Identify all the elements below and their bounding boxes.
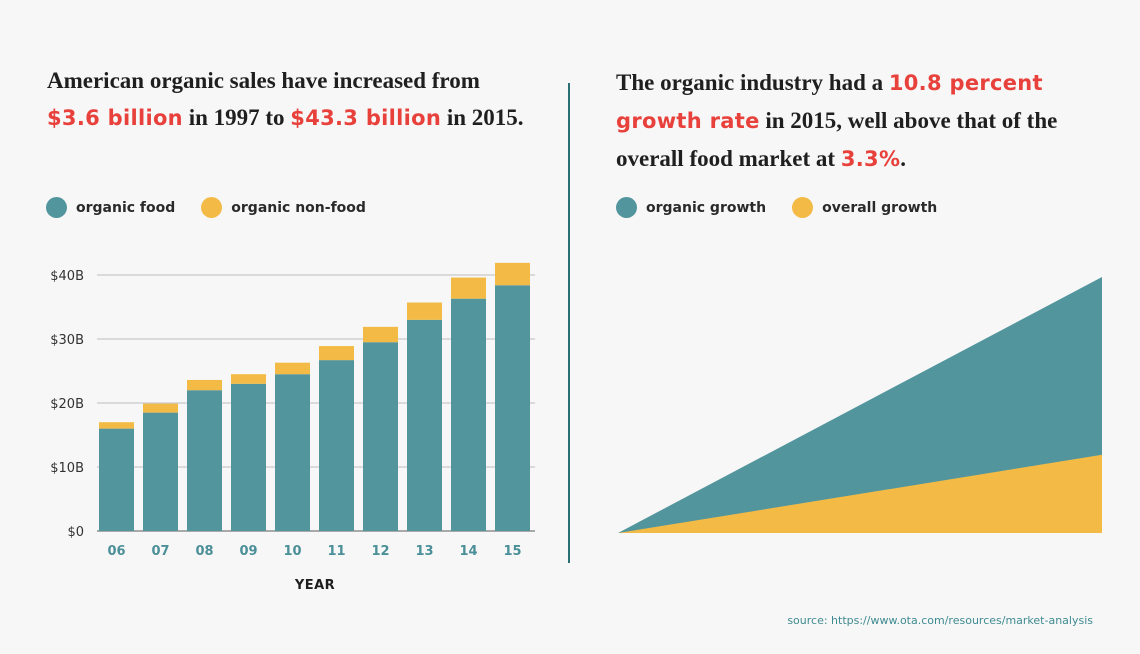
growth-headline-text-3: . bbox=[900, 146, 907, 171]
growth-area-chart bbox=[618, 277, 1102, 533]
growth-legend: organic growth overall growth bbox=[616, 197, 963, 218]
legend-label-organic-food: organic food bbox=[76, 199, 176, 216]
sales-1997-value: $3.6 billion bbox=[47, 106, 183, 130]
bar-organic-food-12 bbox=[363, 342, 398, 531]
x-tick-label: 10 bbox=[283, 544, 301, 559]
x-tick-label: 13 bbox=[415, 544, 433, 559]
legend-label-organic-growth: organic growth bbox=[646, 199, 767, 216]
legend-label-overall-growth: overall growth bbox=[822, 199, 938, 216]
source-citation: source: https://www.ota.com/resources/ma… bbox=[787, 614, 1093, 627]
x-tick-label: 11 bbox=[327, 544, 345, 559]
bar-organic-non-food-09 bbox=[231, 374, 266, 384]
bar-organic-food-06 bbox=[99, 428, 134, 531]
growth-headline-text-2: in 2015, well above that of the overall … bbox=[616, 108, 1058, 171]
y-tick-label: $10B bbox=[50, 461, 84, 476]
overall-growth-rate: 3.3% bbox=[840, 147, 901, 171]
legend-swatch-organic-food bbox=[46, 197, 67, 218]
bar-organic-non-food-12 bbox=[363, 326, 398, 343]
sales-2015-value: $43.3 billion bbox=[290, 106, 442, 130]
legend-label-organic-non-food: organic non-food bbox=[231, 199, 366, 216]
bar-organic-non-food-08 bbox=[187, 379, 222, 391]
growth-headline-text-1: The organic industry had a bbox=[616, 70, 889, 95]
sales-headline-text-2: in 1997 to bbox=[182, 105, 291, 130]
x-tick-label: 14 bbox=[459, 544, 477, 559]
x-axis-label: YEAR bbox=[294, 578, 335, 593]
bar-organic-food-07 bbox=[143, 412, 178, 531]
x-tick-label: 12 bbox=[371, 544, 389, 559]
organic-growth-rate: 10.8 percent growth rate bbox=[616, 71, 1043, 133]
legend-swatch-organic-non-food bbox=[201, 197, 223, 218]
legend-swatch-organic-growth bbox=[616, 197, 637, 218]
y-tick-label: $20B bbox=[50, 397, 84, 412]
bar-organic-non-food-06 bbox=[99, 422, 134, 429]
legend-swatch-overall-growth bbox=[792, 197, 814, 218]
bar-organic-food-13 bbox=[407, 319, 442, 531]
y-tick-label: $0 bbox=[67, 525, 84, 540]
bar-organic-food-11 bbox=[319, 360, 354, 531]
bar-organic-non-food-10 bbox=[275, 362, 310, 375]
x-tick-label: 06 bbox=[107, 544, 125, 559]
sales-headline-text-3: in 2015. bbox=[441, 105, 524, 130]
sales-headline-text-1: American organic sales have increased fr… bbox=[47, 68, 480, 93]
section-divider bbox=[568, 83, 570, 563]
bar-organic-non-food-14 bbox=[451, 277, 486, 299]
sales-headline: American organic sales have increased fr… bbox=[47, 62, 527, 137]
area-organic-growth bbox=[618, 277, 1102, 533]
sales-legend: organic food organic non-food bbox=[46, 197, 392, 218]
y-tick-label: $30B bbox=[50, 333, 84, 348]
y-tick-label: $40B bbox=[50, 269, 84, 284]
bar-organic-food-14 bbox=[451, 298, 486, 531]
legend-item-overall-growth: overall growth bbox=[792, 197, 937, 218]
bar-organic-food-10 bbox=[275, 374, 310, 531]
sales-bar-chart: $0 $10B $20B $30B $40B 06 07 08 09 10 11 12 13 14 15 YE… bbox=[50, 262, 535, 593]
x-tick-label: 15 bbox=[503, 544, 521, 559]
bar-organic-food-09 bbox=[231, 383, 266, 531]
x-tick-label: 07 bbox=[151, 544, 169, 559]
x-tick-label: 08 bbox=[195, 544, 213, 559]
bar-organic-non-food-11 bbox=[319, 346, 354, 361]
legend-item-organic-food: organic food bbox=[46, 197, 175, 218]
bar-organic-food-15 bbox=[495, 285, 530, 531]
growth-headline: The organic industry had a 10.8 percent … bbox=[616, 64, 1116, 178]
bar-organic-non-food-15 bbox=[495, 262, 530, 286]
bar-organic-non-food-13 bbox=[407, 302, 442, 320]
bar-organic-non-food-07 bbox=[143, 403, 178, 413]
legend-item-organic-growth: organic growth bbox=[616, 197, 766, 218]
legend-item-organic-non-food: organic non-food bbox=[201, 197, 366, 218]
bar-organic-food-08 bbox=[187, 390, 222, 531]
x-tick-label: 09 bbox=[239, 544, 257, 559]
